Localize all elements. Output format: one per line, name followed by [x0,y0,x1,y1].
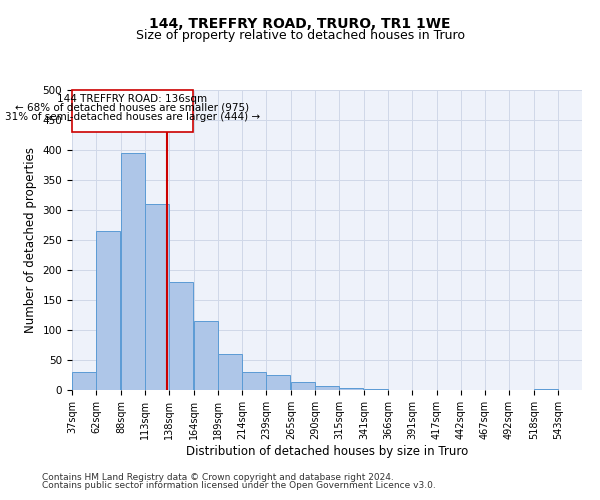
Text: 144 TREFFRY ROAD: 136sqm: 144 TREFFRY ROAD: 136sqm [58,94,208,104]
Bar [339,388,363,390]
Bar [315,386,339,390]
Bar [169,282,193,390]
Text: Size of property relative to detached houses in Truro: Size of property relative to detached ho… [136,29,464,42]
FancyBboxPatch shape [72,90,193,132]
Y-axis label: Number of detached properties: Number of detached properties [24,147,37,333]
Text: 144, TREFFRY ROAD, TRURO, TR1 1WE: 144, TREFFRY ROAD, TRURO, TR1 1WE [149,18,451,32]
Bar [291,382,315,390]
Bar [194,321,218,390]
Text: 31% of semi-detached houses are larger (444) →: 31% of semi-detached houses are larger (… [5,112,260,122]
Bar [96,231,120,390]
Bar [145,204,169,390]
X-axis label: Distribution of detached houses by size in Truro: Distribution of detached houses by size … [186,444,468,458]
Bar [121,153,145,390]
Bar [72,372,96,390]
Text: ← 68% of detached houses are smaller (975): ← 68% of detached houses are smaller (97… [16,102,250,113]
Text: Contains HM Land Registry data © Crown copyright and database right 2024.: Contains HM Land Registry data © Crown c… [42,472,394,482]
Bar [266,375,290,390]
Text: Contains public sector information licensed under the Open Government Licence v3: Contains public sector information licen… [42,482,436,490]
Bar [218,354,242,390]
Bar [242,372,266,390]
